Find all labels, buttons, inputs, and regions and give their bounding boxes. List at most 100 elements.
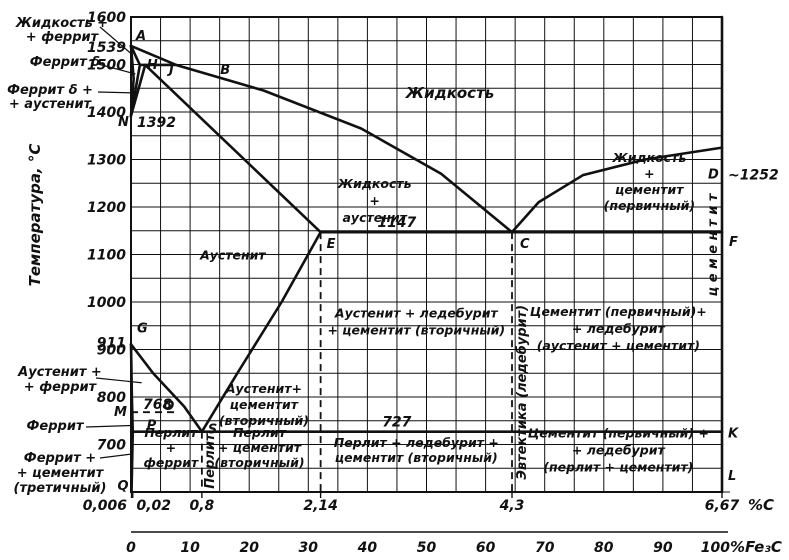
region-label: Аустенит + ледебурит bbox=[334, 306, 499, 321]
region-label: Перлит bbox=[144, 425, 198, 440]
x-tick-fe3c: 20 bbox=[239, 540, 259, 556]
side-label: Феррит δ + bbox=[7, 83, 93, 98]
point-G: G bbox=[137, 321, 148, 336]
point-H: H bbox=[147, 58, 158, 73]
side-label: Жидкость + bbox=[15, 16, 108, 31]
y-tick-label: 700 bbox=[97, 438, 126, 454]
region-label: + bbox=[166, 440, 176, 455]
leader-line bbox=[99, 26, 134, 56]
y-tick-label: 1000 bbox=[87, 295, 126, 311]
cementite-vertical-label: ц е м е н т и т bbox=[706, 192, 721, 296]
region-label: (перлит + цементит) bbox=[543, 459, 693, 474]
phase-line-liquidus-A-B-C bbox=[129, 44, 514, 234]
y-tick-label: 800 bbox=[97, 390, 126, 406]
y-tick-label: 900 bbox=[97, 343, 126, 359]
pearlite-vertical-label: Перлит bbox=[203, 432, 218, 489]
region-label: Жидкость bbox=[611, 150, 686, 165]
leader-line bbox=[99, 453, 132, 459]
region-label: Жидкость bbox=[337, 176, 412, 191]
region-label: (вторичный) bbox=[219, 413, 309, 428]
point-J: J bbox=[166, 62, 174, 77]
point-S: S bbox=[208, 423, 217, 438]
leader-line bbox=[85, 424, 132, 428]
region-label: Цементит (первичный)+ bbox=[530, 304, 707, 319]
point-labels: AH J B N D E C F G O M S P K L Q bbox=[114, 29, 739, 494]
side-label: + цементит bbox=[17, 466, 105, 481]
temp-label: 768 bbox=[143, 397, 172, 413]
region-label: Жидкость bbox=[405, 84, 495, 102]
region-label: + ледебурит bbox=[572, 321, 666, 336]
side-label: + феррит bbox=[24, 380, 98, 395]
x-tick-fe3c: 90 bbox=[653, 540, 673, 556]
point-F: F bbox=[729, 235, 738, 250]
phase-line-S-E bbox=[200, 230, 322, 433]
phase-line-G-S bbox=[129, 342, 204, 433]
region-label: + bbox=[369, 193, 379, 208]
region-label: феррит bbox=[143, 455, 199, 470]
region-label: цементит bbox=[615, 182, 684, 197]
region-label: + ледебурит bbox=[572, 442, 666, 457]
x-axis-label-cementite: %Fe₃C bbox=[730, 538, 782, 556]
x-tick-carbon: 0,006 bbox=[83, 498, 128, 514]
region-label: (аустенит + цементит) bbox=[537, 338, 700, 353]
x-tick-carbon: 6,67 bbox=[705, 498, 740, 514]
side-label: Феррит δ bbox=[30, 55, 100, 70]
y-axis-label: Температура, °C bbox=[26, 144, 44, 287]
temp-label: 911 bbox=[97, 335, 126, 351]
x-tick-carbon: 0,8 bbox=[189, 498, 214, 514]
temp-label: 727 bbox=[382, 415, 411, 431]
x-axis-label-carbon: %C bbox=[748, 496, 774, 514]
phase-line-P-Q bbox=[130, 430, 135, 494]
leader-line bbox=[95, 377, 142, 384]
side-label: Феррит bbox=[27, 419, 85, 434]
side-label: Феррит + bbox=[24, 451, 96, 466]
phase-line-J-E bbox=[143, 63, 322, 234]
x-tick-fe3c: 10 bbox=[180, 540, 200, 556]
axis-ticks: 16001500140013001200110010009008007000,0… bbox=[83, 10, 779, 556]
x-tick-carbon: 4,3 bbox=[499, 498, 525, 514]
region-label: + bbox=[644, 166, 654, 181]
x-tick-fe3c: 100 bbox=[701, 540, 730, 556]
leader-line bbox=[97, 63, 136, 75]
x-tick-fe3c: 70 bbox=[535, 540, 555, 556]
region-labels: ЖидкостьЖидкость+аустенитЖидкость+цемент… bbox=[7, 16, 709, 496]
region-label: + цементит (вторичный) bbox=[327, 323, 505, 338]
x-tick-fe3c: 80 bbox=[594, 540, 614, 556]
temp-label: ~1252 bbox=[728, 167, 779, 183]
region-label: (вторичный) bbox=[214, 455, 304, 470]
temp-label: 1147 bbox=[377, 215, 416, 231]
phase-line-liquidus-C-D bbox=[510, 146, 724, 234]
phase-line-G-P bbox=[129, 342, 135, 433]
region-label: Аустенит+ bbox=[225, 381, 302, 396]
y-tick-label: 1400 bbox=[87, 105, 126, 121]
region-label: цементит (вторичный) bbox=[335, 450, 498, 465]
region-label: аустенит bbox=[342, 210, 407, 225]
temp-label: 1539 bbox=[87, 40, 126, 56]
point-Q: Q bbox=[118, 479, 129, 494]
x-tick-fe3c: 60 bbox=[476, 540, 496, 556]
point-P: P bbox=[147, 419, 157, 434]
y-tick-label: 1200 bbox=[87, 200, 126, 216]
point-A: A bbox=[135, 29, 146, 44]
x-tick-fe3c: 30 bbox=[299, 540, 319, 556]
point-B: B bbox=[220, 63, 230, 78]
point-M: M bbox=[114, 405, 127, 420]
x-tick-fe3c: 0 bbox=[126, 540, 136, 556]
region-label: цементит bbox=[230, 397, 299, 412]
leader-line bbox=[97, 91, 138, 94]
x-tick-carbon: 2,14 bbox=[303, 498, 338, 514]
region-label: Перлит bbox=[233, 425, 287, 440]
point-C: C bbox=[520, 237, 530, 252]
phase-lines bbox=[129, 15, 724, 498]
point-N: N bbox=[118, 115, 129, 130]
x-tick-fe3c: 50 bbox=[417, 540, 437, 556]
region-label: (первичный) bbox=[604, 198, 695, 213]
side-label: + феррит bbox=[26, 30, 100, 45]
eutectic-vertical-label: Эвтектика (ледебурит) bbox=[515, 305, 530, 480]
side-label: (третичный) bbox=[14, 481, 107, 496]
region-label: Цементит (первичный) + bbox=[528, 425, 709, 440]
y-tick-label: 1100 bbox=[87, 248, 126, 264]
point-L: L bbox=[728, 469, 736, 484]
point-E: E bbox=[327, 237, 336, 252]
